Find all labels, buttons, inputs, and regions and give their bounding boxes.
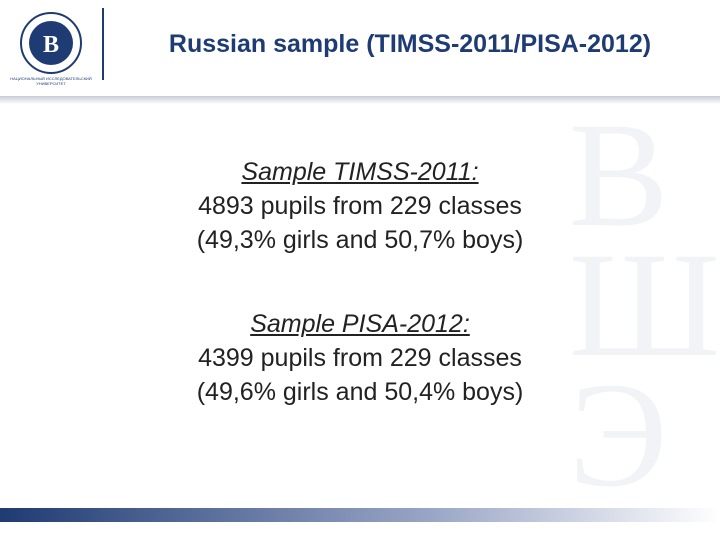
separator — [102, 8, 104, 80]
section: Sample TIMSS-2011: 4893 pupils from 229 … — [100, 155, 620, 257]
footer-bar — [0, 508, 720, 522]
title: Russian sample (TIMSS-2011/PISA-2012) — [168, 30, 652, 58]
section-line: 4893 pupils from 229 classes — [198, 192, 522, 220]
logo-text: НАЦИОНАЛЬНЫЙ ИССЛЕДОВАТЕЛЬСКИЙ УНИВЕРСИТ… — [10, 76, 92, 86]
header-shadow — [0, 96, 720, 104]
section-heading: Sample PISA-2012: — [250, 310, 470, 338]
section-heading: Sample TIMSS-2011: — [241, 158, 479, 186]
svg-text:В: В — [43, 32, 59, 58]
section-line: 4399 pupils from 229 classes — [198, 344, 522, 372]
section: Sample PISA-2012: 4399 pupils from 229 c… — [100, 307, 620, 409]
section-line: (49,6% girls and 50,4% boys) — [196, 378, 524, 406]
section-line: (49,3% girls and 50,7% boys) — [196, 226, 524, 254]
header-band — [0, 0, 720, 100]
logo: В — [20, 12, 82, 74]
